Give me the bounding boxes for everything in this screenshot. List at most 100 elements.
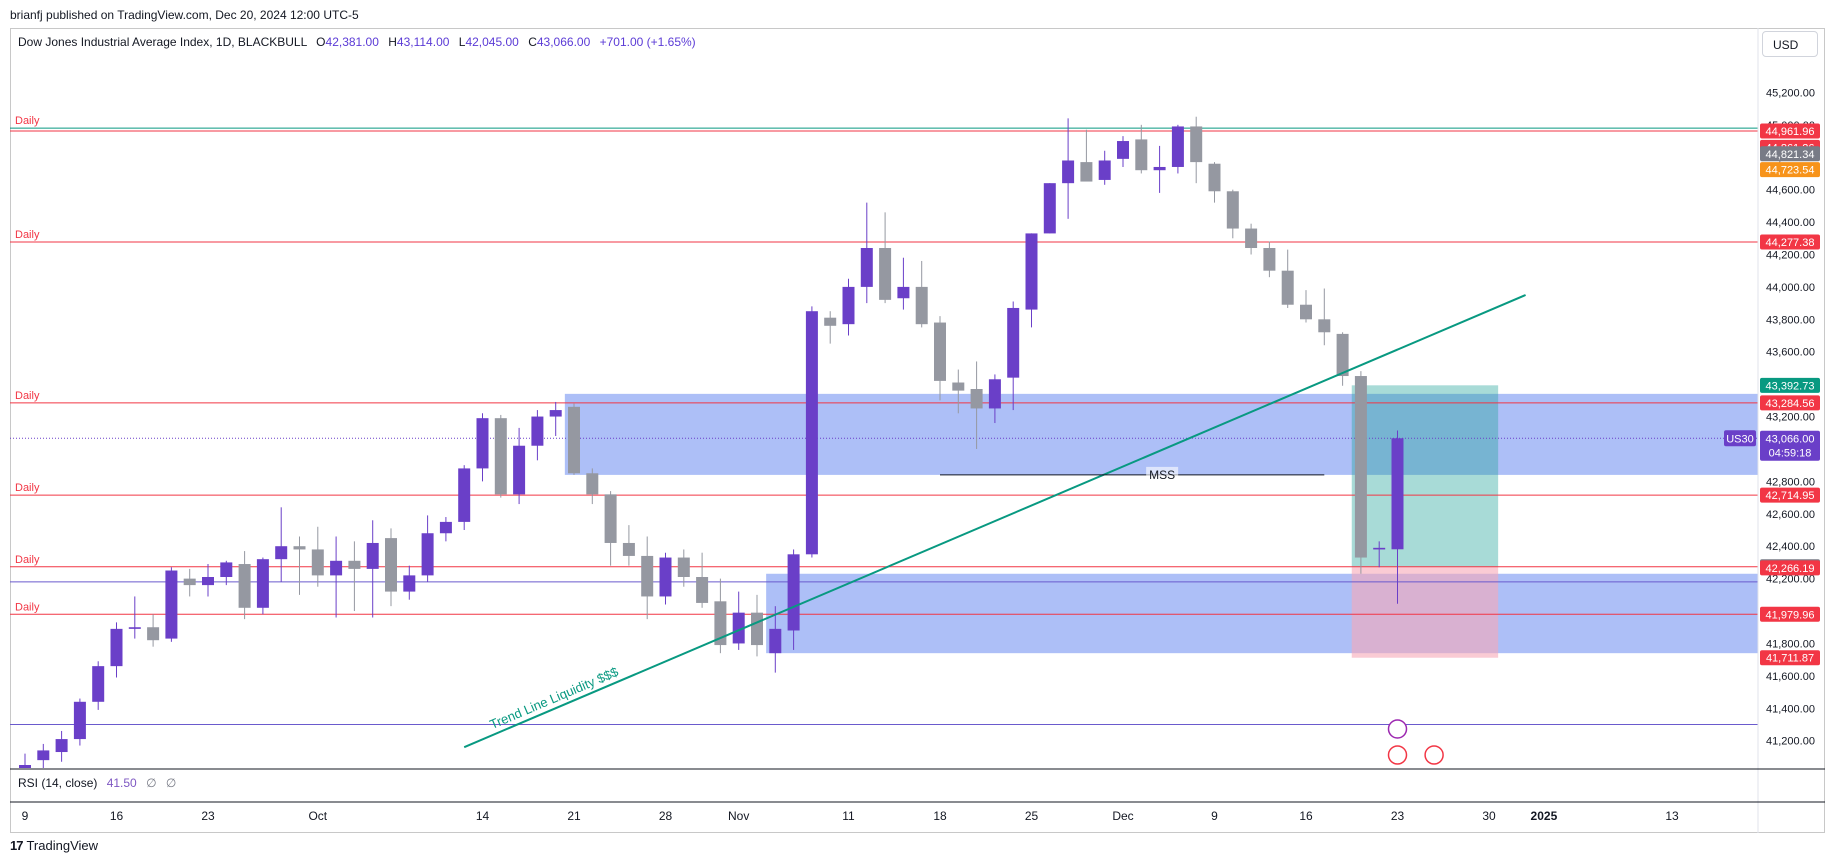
price-tag-label: 44,821.34 <box>1766 149 1815 161</box>
y-tick-label: 42,200.00 <box>1766 574 1815 586</box>
x-tick-label: 13 <box>1665 809 1679 823</box>
candle-body <box>275 546 288 560</box>
y-tick-label: 42,400.00 <box>1766 541 1815 553</box>
candle-body <box>1153 166 1166 171</box>
candle-body <box>549 410 562 417</box>
candle-body <box>256 559 269 608</box>
price-tag-label: 43,066.00 <box>1766 433 1815 445</box>
y-tick-label: 44,400.00 <box>1766 217 1815 229</box>
trend-line-label: Trend Line Liquidity $$$ <box>487 664 621 732</box>
symbol-legend: Dow Jones Industrial Average Index, 1D, … <box>18 35 696 49</box>
candle-body <box>1391 438 1404 550</box>
x-tick-label: 9 <box>1211 809 1218 823</box>
candle-body <box>494 418 507 495</box>
candle-body <box>366 542 379 569</box>
candle-body <box>147 627 160 641</box>
candle-body <box>732 612 745 644</box>
y-tick-label: 43,600.00 <box>1766 347 1815 359</box>
candle-body <box>293 546 306 550</box>
candle-body <box>952 382 965 391</box>
mss-label-bg <box>1146 466 1179 482</box>
us-flag-icon <box>1387 745 1408 765</box>
price-tag-bg <box>1760 395 1820 411</box>
tradingview-logo-icon: 17 <box>10 838 24 853</box>
low-label: L <box>458 35 466 49</box>
candle-body <box>19 765 31 768</box>
x-tick-label: 18 <box>933 809 947 823</box>
candle-body <box>988 379 1001 409</box>
candle-body <box>1318 319 1331 333</box>
candle-body <box>220 562 233 577</box>
price-tag: 41,711.87 <box>1760 650 1820 666</box>
rsi-legend: RSI (14, close) 41.50 ∅ ∅ <box>18 776 176 790</box>
x-tick-label: 16 <box>1299 809 1313 823</box>
candle-body <box>1080 162 1093 182</box>
level-label: Daily <box>15 482 40 494</box>
y-tick-label: 43,800.00 <box>1766 314 1815 326</box>
candle-body <box>348 560 361 569</box>
price-tag-label: 44,723.54 <box>1766 165 1815 177</box>
y-tick-label: 41,400.00 <box>1766 703 1815 715</box>
candle-body <box>73 701 86 740</box>
price-tag: 42,266.19 <box>1760 560 1820 576</box>
candle-body <box>421 533 434 576</box>
y-tick-label: 42,600.00 <box>1766 509 1815 521</box>
footer: 17 TradingView <box>10 838 98 853</box>
open-value: 42,381.00 <box>325 35 379 49</box>
lightning-icon <box>1387 719 1408 739</box>
price-tag: 44,723.54 <box>1760 162 1820 178</box>
candle-body <box>714 601 727 646</box>
open-label: O <box>316 35 326 49</box>
candle-body <box>915 286 928 325</box>
price-tag-label: 42,266.19 <box>1766 563 1815 575</box>
currency-button[interactable]: USD <box>1762 31 1818 57</box>
candle-body <box>513 445 526 495</box>
candle-body <box>897 286 910 299</box>
price-tag-bg <box>1760 234 1820 250</box>
candle-body <box>641 555 654 597</box>
stop-loss-zone <box>1351 566 1499 658</box>
candle-body <box>970 389 983 409</box>
candle-body <box>842 286 855 325</box>
candle-body <box>403 575 416 592</box>
candle-body <box>568 406 580 474</box>
rsi-hide-icon[interactable]: ∅ <box>146 776 157 790</box>
candle-body <box>1043 183 1056 234</box>
price-tag: 43,392.73 <box>1760 377 1820 393</box>
level-label: Daily <box>15 554 40 566</box>
rsi-settings-icon[interactable]: ∅ <box>165 776 177 790</box>
price-tag-label: 41,711.87 <box>1766 653 1814 665</box>
low-value: 42,045.00 <box>465 35 519 49</box>
candle-body <box>385 538 397 592</box>
candle-body <box>1300 304 1312 320</box>
y-tick-label: 45,200.00 <box>1766 87 1815 99</box>
candle-body <box>1373 547 1386 550</box>
symbol-name[interactable]: Dow Jones Industrial Average Index, 1D, … <box>18 35 307 49</box>
candle-body <box>586 473 599 495</box>
price-tag-label: 43,284.56 <box>1766 398 1815 410</box>
candle-body <box>604 494 617 543</box>
candle-body <box>110 628 123 667</box>
rsi-label[interactable]: RSI (14, close) <box>18 776 98 790</box>
x-tick-label: 28 <box>659 809 673 823</box>
candle-body <box>622 542 635 556</box>
lower-zone <box>766 573 1758 654</box>
candle-body <box>769 628 782 654</box>
x-tick-label: 21 <box>567 809 581 823</box>
candle-body <box>311 549 324 576</box>
event-icons <box>1387 719 1444 765</box>
y-tick-label: 44,600.00 <box>1766 185 1815 197</box>
candle-body <box>805 311 818 555</box>
price-tag: 41,979.96 <box>1760 606 1820 622</box>
close-label: C <box>528 35 537 49</box>
candle-body <box>128 627 141 629</box>
level-label: Daily <box>15 229 40 241</box>
high-label: H <box>388 35 397 49</box>
x-tick-label: 23 <box>1391 809 1405 823</box>
candle-body <box>659 557 672 597</box>
symbol-tag: US30 <box>1724 430 1756 447</box>
price-tag-bg <box>1760 650 1820 666</box>
footer-brand[interactable]: TradingView <box>26 838 99 853</box>
candle-body <box>677 557 690 577</box>
